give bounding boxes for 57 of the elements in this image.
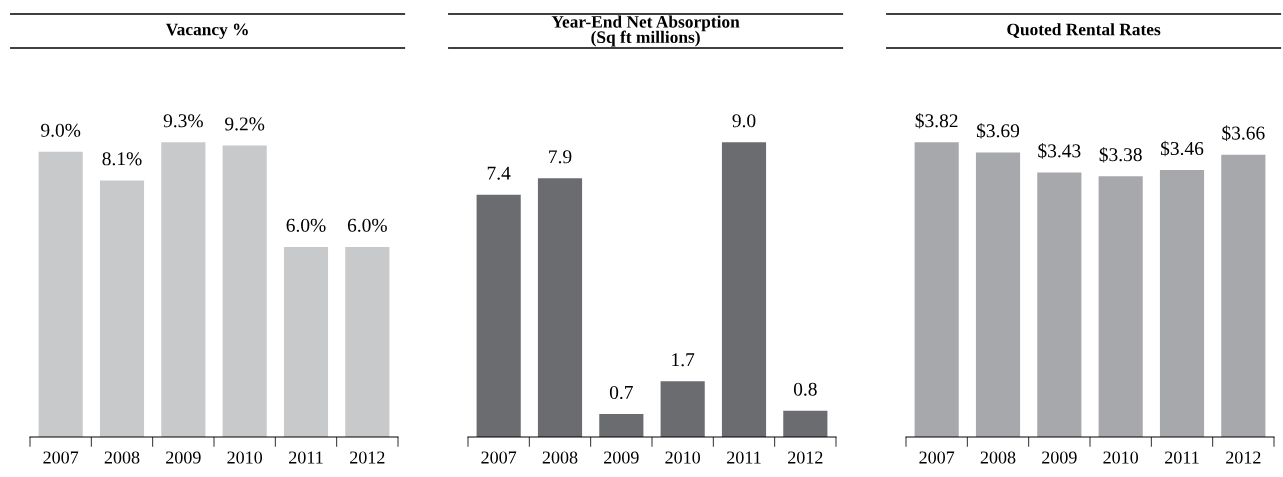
- chart-title: Quoted Rental Rates: [1007, 23, 1161, 38]
- data-label: 7.9: [549, 150, 572, 164]
- x-tick-label: 2008: [542, 451, 578, 464]
- bar: [161, 142, 206, 437]
- data-label: $3.46: [1160, 140, 1204, 157]
- x-tick-label: 2011: [289, 451, 323, 464]
- bar: [476, 194, 521, 437]
- chart-title: Vacancy %: [165, 23, 248, 39]
- data-label: 1.7: [672, 353, 695, 367]
- data-label: 0.7: [609, 385, 633, 400]
- bar: [1221, 154, 1266, 437]
- x-tick-label: 2007: [481, 451, 517, 464]
- x-tick-label: 2010: [665, 451, 701, 464]
- data-label: 9.2%: [225, 117, 265, 131]
- data-label: $3.66: [1222, 125, 1265, 141]
- bar: [222, 145, 267, 437]
- data-label: $3.38: [1099, 146, 1142, 163]
- data-label: $3.69: [976, 123, 1020, 139]
- data-label: 7.4: [487, 166, 511, 180]
- bar: [99, 180, 145, 437]
- bar: [1037, 172, 1082, 437]
- bar: [783, 410, 828, 437]
- data-label: 8.1%: [102, 152, 142, 166]
- bar: [975, 152, 1021, 437]
- x-tick-label: 2012: [788, 451, 823, 464]
- x-tick-label: 2009: [604, 451, 639, 464]
- bar: [283, 246, 329, 437]
- bar: [1159, 170, 1205, 437]
- x-tick-label: 2012: [350, 451, 385, 464]
- x-tick-label: 2007: [919, 451, 955, 464]
- x-tick-label: 2011: [1165, 451, 1199, 464]
- bar: [914, 142, 959, 437]
- x-tick-label: 2010: [227, 451, 263, 464]
- x-tick-label: 2012: [1226, 451, 1261, 464]
- bar: [721, 142, 767, 437]
- bar: [345, 246, 390, 437]
- x-tick-label: 2008: [980, 451, 1016, 464]
- bar: [1098, 176, 1143, 437]
- data-label: 6.0%: [347, 218, 387, 232]
- data-label: 9.0: [732, 114, 756, 128]
- data-label: 9.3%: [163, 114, 203, 128]
- data-label: 9.0%: [41, 123, 81, 137]
- x-tick-label: 2011: [727, 451, 761, 464]
- x-tick-label: 2008: [104, 451, 140, 464]
- chart-title: Year-End Net Absorption (Sq ft millions): [551, 15, 740, 47]
- x-tick-label: 2009: [166, 451, 201, 464]
- data-label: $3.43: [1038, 143, 1081, 159]
- data-label: 6.0%: [286, 218, 326, 232]
- data-label: 0.8: [793, 382, 817, 396]
- bar: [38, 151, 83, 437]
- bar: [537, 178, 583, 437]
- data-label: $3.82: [915, 113, 958, 129]
- bar: [599, 414, 644, 437]
- x-tick-label: 2007: [43, 451, 79, 464]
- bar: [660, 381, 705, 437]
- x-tick-label: 2009: [1042, 451, 1077, 464]
- x-tick-label: 2010: [1103, 451, 1139, 464]
